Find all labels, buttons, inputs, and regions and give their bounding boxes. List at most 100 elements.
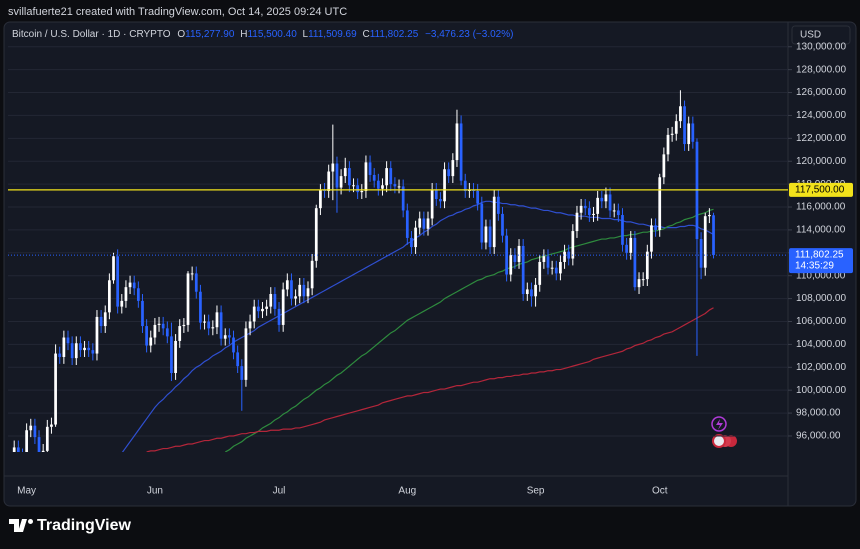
- candle-body: [679, 106, 682, 122]
- y-tick-label: 98,000.00: [796, 408, 841, 419]
- level-tag-label: 117,500.00: [795, 184, 845, 195]
- candle-body: [16, 447, 20, 452]
- y-tick-label: 114,000.00: [796, 225, 846, 236]
- logo-mark: [9, 519, 27, 532]
- candle-body: [368, 162, 372, 175]
- candle-body: [381, 185, 384, 189]
- candle-body: [199, 291, 202, 323]
- candle-body: [240, 366, 244, 380]
- candle-body: [525, 289, 529, 295]
- candle-body: [153, 324, 157, 338]
- candle-body: [509, 255, 513, 275]
- candle-body: [712, 215, 715, 256]
- candle-body: [476, 190, 480, 204]
- moving-average-line: [224, 208, 714, 452]
- candle-body: [178, 326, 182, 341]
- candle-body: [290, 280, 293, 299]
- candle-body: [501, 213, 504, 236]
- candle-body: [203, 321, 206, 323]
- candle-body: [294, 296, 297, 299]
- event-icon-bolt: [716, 419, 723, 430]
- candle-body: [298, 284, 302, 297]
- candle-body: [302, 284, 306, 297]
- candle-body: [343, 168, 347, 177]
- candle-body: [633, 237, 637, 288]
- candle-body: [62, 337, 66, 357]
- y-tick-label: 128,000.00: [796, 64, 846, 75]
- candle-body: [165, 328, 169, 337]
- candle-body: [269, 294, 273, 307]
- candle-body: [608, 194, 612, 211]
- candle-body: [521, 245, 525, 295]
- candle-body: [273, 294, 277, 309]
- candle-body: [637, 279, 641, 288]
- candle-body: [335, 163, 339, 188]
- candle-body: [538, 261, 542, 285]
- candle-body: [658, 177, 662, 230]
- ohlc-value: 115,277.90: [185, 29, 235, 40]
- candle-body: [459, 123, 463, 181]
- candle-body: [228, 335, 231, 338]
- candle-body: [414, 227, 417, 248]
- candle-body: [683, 106, 686, 145]
- change: −3,476.23 (−3.02%): [425, 29, 513, 40]
- candle-body: [629, 237, 633, 253]
- ohlc-value: 115,500.40: [247, 29, 297, 40]
- candle-body: [376, 180, 380, 189]
- ohlc-key: L: [303, 29, 309, 40]
- logo: TradingView: [9, 517, 132, 534]
- candle-body: [422, 218, 426, 229]
- candle-body: [616, 210, 620, 216]
- candle-body: [25, 430, 28, 452]
- candle-body: [434, 189, 438, 200]
- candle-body: [314, 208, 318, 261]
- symbol: Bitcoin / U.S. Dollar · 1D · CRYPTO: [12, 29, 171, 40]
- candle-body: [492, 196, 496, 248]
- candle-body: [236, 352, 240, 367]
- candle-body: [132, 282, 136, 289]
- candle-body: [600, 197, 604, 202]
- candle-body: [405, 210, 409, 238]
- candle-body: [426, 218, 430, 229]
- candle-body: [29, 425, 33, 431]
- candle-body: [588, 208, 591, 216]
- candle-body: [261, 308, 264, 312]
- candle-body: [559, 261, 562, 274]
- candle-body: [542, 256, 546, 262]
- x-tick-label: Aug: [398, 486, 416, 497]
- candle-body: [625, 244, 628, 253]
- candle-body: [149, 337, 153, 346]
- ohlc-key: C: [362, 29, 369, 40]
- candle-body: [691, 123, 695, 142]
- candle-body: [41, 450, 45, 452]
- candle-body: [451, 160, 455, 177]
- candle-body: [596, 197, 600, 214]
- candle-body: [641, 279, 645, 281]
- candle-body: [401, 186, 405, 211]
- x-tick-label: Oct: [652, 486, 668, 497]
- y-tick-label: 100,000.00: [796, 385, 846, 396]
- candle-body: [70, 343, 74, 359]
- candle-body: [91, 350, 95, 354]
- candle-body: [190, 273, 194, 275]
- ohlc-key: O: [177, 29, 185, 40]
- candle-body: [360, 190, 364, 193]
- candle-body: [575, 212, 579, 232]
- candle-body: [182, 324, 186, 327]
- candle-body: [83, 347, 86, 351]
- candle-body: [136, 288, 140, 301]
- candle-body: [650, 225, 653, 252]
- candle-body: [306, 288, 310, 297]
- candle-body: [488, 226, 492, 248]
- candle-body: [12, 447, 16, 452]
- candle-body: [708, 215, 711, 217]
- candle-body: [447, 169, 451, 177]
- moving-average-line: [146, 307, 714, 452]
- candle-body: [480, 203, 484, 243]
- level-tag: [789, 182, 853, 197]
- candle-body: [157, 323, 161, 325]
- candle-body: [141, 300, 144, 327]
- candle-body: [534, 284, 537, 297]
- chart-panel: [3, 21, 857, 507]
- logo-text: TradingView: [37, 517, 132, 534]
